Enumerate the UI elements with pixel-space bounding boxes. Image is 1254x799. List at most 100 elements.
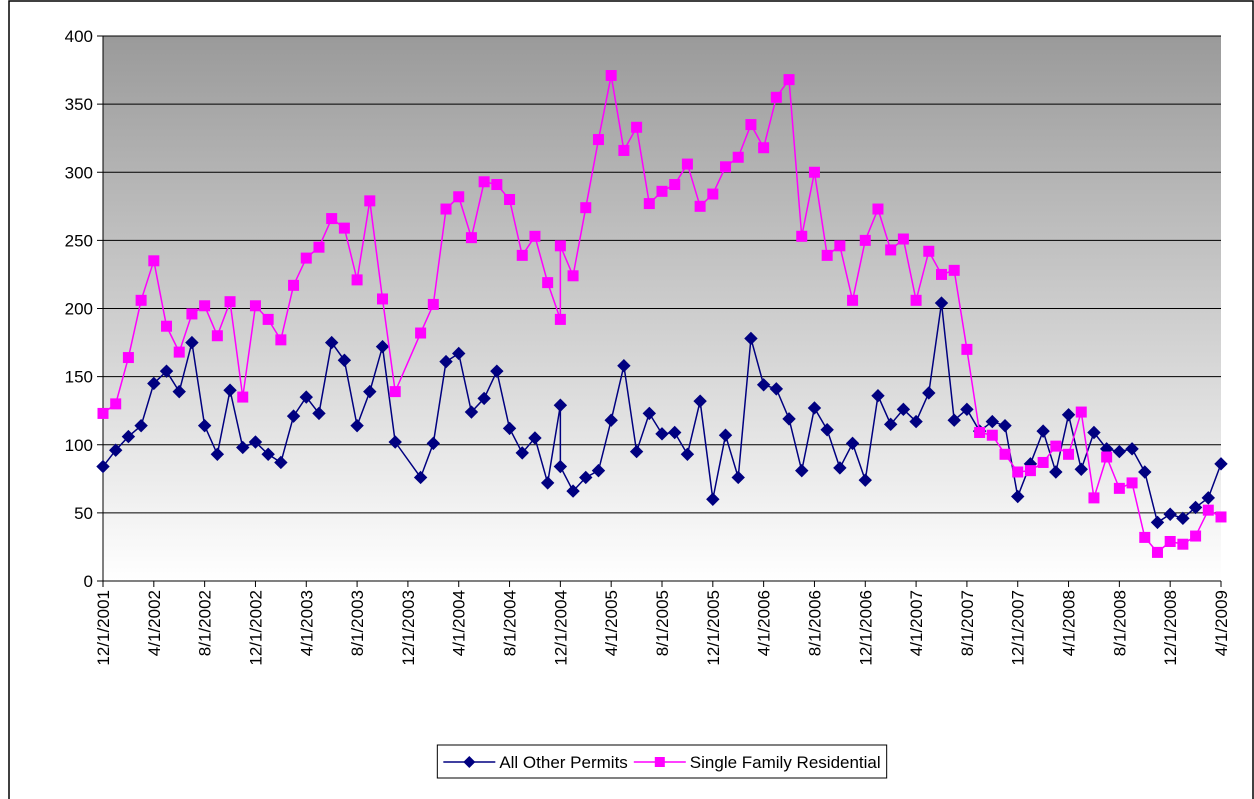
marker bbox=[186, 308, 198, 320]
marker bbox=[502, 421, 517, 436]
marker bbox=[249, 300, 261, 312]
marker bbox=[758, 142, 770, 154]
x-tick-label: 12/1/2005 bbox=[704, 590, 723, 666]
x-tick-label: 12/1/2003 bbox=[399, 590, 418, 666]
marker bbox=[694, 200, 706, 212]
x-tick-label: 4/1/2009 bbox=[1212, 590, 1231, 656]
marker bbox=[542, 277, 554, 289]
marker bbox=[947, 413, 961, 427]
marker bbox=[426, 436, 441, 451]
x-tick-label: 12/1/2001 bbox=[94, 590, 113, 666]
legend-label: All Other Permits bbox=[499, 753, 627, 772]
marker bbox=[465, 232, 477, 244]
marker bbox=[477, 391, 491, 406]
marker bbox=[147, 376, 161, 391]
marker bbox=[1151, 546, 1163, 558]
marker bbox=[350, 418, 364, 433]
x-tick-label: 4/1/2003 bbox=[297, 590, 316, 656]
marker bbox=[974, 426, 986, 438]
x-tick-label: 4/1/2008 bbox=[1060, 590, 1079, 656]
marker bbox=[299, 390, 313, 404]
marker bbox=[566, 484, 580, 498]
marker bbox=[845, 436, 860, 451]
y-tick-label: 50 bbox=[74, 504, 93, 523]
marker bbox=[1176, 511, 1190, 526]
marker bbox=[388, 435, 402, 449]
marker bbox=[592, 134, 604, 146]
marker bbox=[413, 470, 428, 485]
marker bbox=[159, 364, 174, 378]
marker bbox=[782, 412, 796, 426]
marker bbox=[1188, 500, 1203, 515]
marker bbox=[567, 270, 579, 282]
marker bbox=[580, 202, 592, 214]
marker bbox=[834, 240, 846, 252]
marker bbox=[236, 440, 250, 455]
marker bbox=[859, 234, 871, 246]
marker bbox=[579, 470, 593, 485]
marker bbox=[415, 327, 427, 339]
marker bbox=[795, 463, 809, 478]
marker bbox=[732, 151, 744, 163]
marker bbox=[97, 407, 109, 419]
marker bbox=[985, 414, 1000, 429]
marker bbox=[770, 91, 782, 103]
marker bbox=[224, 296, 236, 308]
marker bbox=[669, 179, 681, 191]
marker bbox=[1215, 511, 1227, 523]
marker bbox=[540, 476, 555, 490]
marker bbox=[783, 74, 795, 86]
x-tick-label: 4/1/2007 bbox=[907, 590, 926, 656]
marker bbox=[288, 279, 300, 291]
marker bbox=[1150, 515, 1165, 530]
marker bbox=[922, 386, 936, 400]
chart-border bbox=[8, 0, 1254, 799]
y-tick-label: 150 bbox=[65, 368, 93, 387]
marker bbox=[1190, 530, 1202, 542]
marker bbox=[961, 343, 973, 355]
marker bbox=[326, 213, 338, 225]
x-tick-label: 12/1/2002 bbox=[246, 590, 265, 666]
marker bbox=[377, 293, 388, 305]
marker bbox=[440, 203, 452, 215]
marker bbox=[338, 222, 350, 234]
legend-marker bbox=[463, 756, 476, 768]
marker bbox=[1049, 465, 1063, 479]
x-tick-label: 8/1/2005 bbox=[653, 590, 672, 656]
marker bbox=[1088, 492, 1100, 504]
marker bbox=[1074, 462, 1088, 476]
marker bbox=[375, 339, 390, 354]
y-tick-label: 250 bbox=[65, 231, 93, 250]
marker bbox=[553, 459, 568, 474]
marker bbox=[148, 255, 160, 267]
marker bbox=[1164, 535, 1176, 547]
marker bbox=[1012, 466, 1024, 478]
marker bbox=[185, 335, 199, 350]
marker bbox=[312, 406, 326, 421]
x-tick-label: 4/1/2004 bbox=[450, 590, 469, 656]
marker bbox=[642, 406, 657, 421]
marker bbox=[248, 435, 263, 449]
x-tick-label: 12/1/2006 bbox=[856, 590, 875, 666]
marker bbox=[1011, 489, 1025, 504]
marker bbox=[337, 353, 352, 367]
marker bbox=[998, 418, 1012, 433]
marker bbox=[210, 447, 225, 461]
marker bbox=[1201, 491, 1216, 505]
marker bbox=[656, 185, 668, 197]
marker bbox=[1113, 482, 1125, 494]
marker bbox=[1024, 465, 1036, 477]
marker bbox=[821, 249, 833, 261]
marker bbox=[897, 233, 909, 245]
marker bbox=[1061, 408, 1076, 422]
marker bbox=[122, 352, 134, 364]
marker bbox=[161, 320, 173, 332]
marker bbox=[618, 144, 630, 156]
marker bbox=[1214, 457, 1228, 471]
marker bbox=[363, 384, 377, 399]
x-tick-label: 8/1/2002 bbox=[196, 590, 215, 656]
marker bbox=[655, 427, 669, 441]
y-tick-label: 350 bbox=[65, 95, 93, 114]
marker bbox=[211, 330, 223, 342]
marker bbox=[681, 158, 693, 170]
